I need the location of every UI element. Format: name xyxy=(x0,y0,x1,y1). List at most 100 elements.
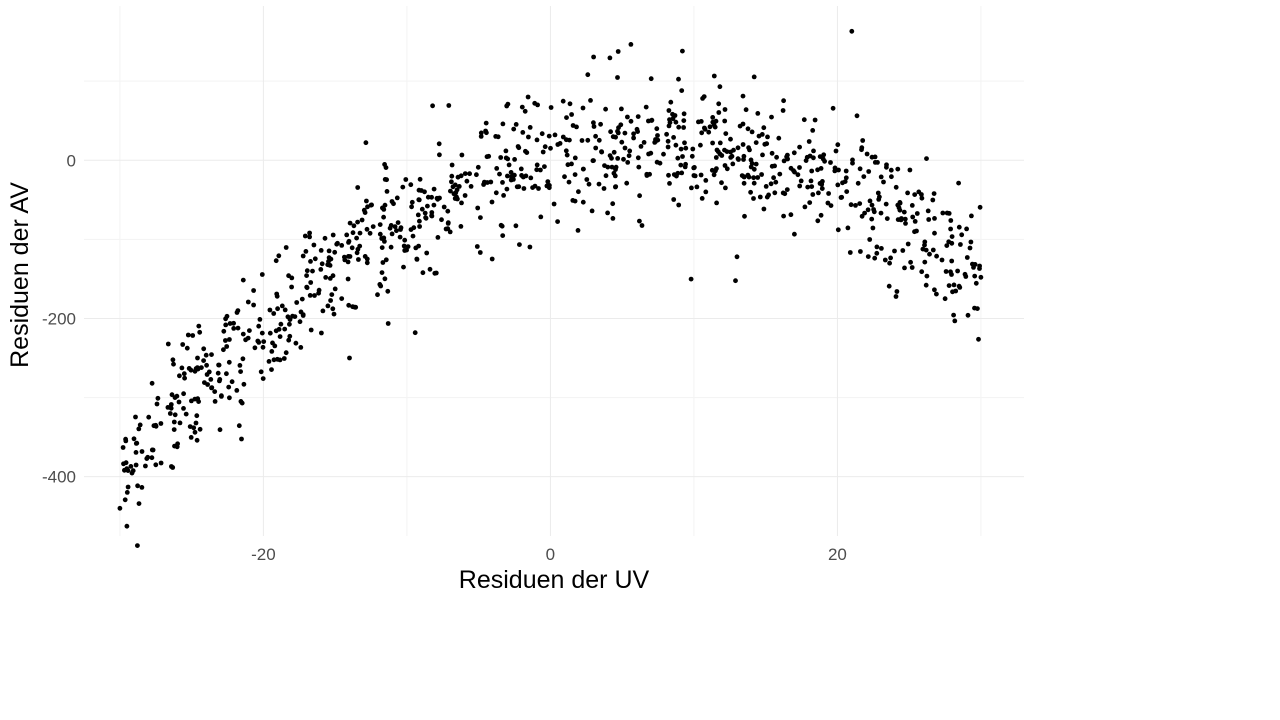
data-point xyxy=(619,139,625,145)
data-point xyxy=(283,350,289,356)
data-point xyxy=(391,201,396,207)
data-point xyxy=(330,232,336,238)
data-point xyxy=(773,179,779,185)
data-point xyxy=(251,302,256,308)
data-point xyxy=(593,133,598,139)
data-point xyxy=(682,164,688,170)
data-point xyxy=(388,244,394,250)
data-point xyxy=(274,291,280,297)
data-point xyxy=(519,104,525,110)
data-point xyxy=(381,207,387,212)
data-point xyxy=(622,130,628,136)
data-point xyxy=(190,333,196,338)
data-point xyxy=(287,321,292,327)
data-point xyxy=(206,369,212,375)
data-point xyxy=(346,302,352,308)
data-point xyxy=(275,306,280,312)
data-point xyxy=(905,190,910,196)
data-point xyxy=(169,464,174,469)
data-point xyxy=(523,148,528,154)
data-point xyxy=(464,178,470,184)
data-point xyxy=(836,167,841,173)
major-gridlines xyxy=(84,6,1024,536)
data-point xyxy=(631,135,636,141)
data-point xyxy=(532,183,538,189)
data-point xyxy=(424,250,430,256)
data-point xyxy=(850,160,855,166)
data-point xyxy=(382,276,388,282)
data-point xyxy=(219,393,224,399)
data-point xyxy=(474,172,479,178)
data-point xyxy=(304,285,310,291)
data-point xyxy=(772,163,777,169)
data-point xyxy=(185,332,191,338)
data-point xyxy=(459,200,464,206)
data-point xyxy=(383,257,389,263)
data-point xyxy=(956,224,962,230)
data-point xyxy=(534,167,540,173)
data-point xyxy=(536,186,541,191)
data-point xyxy=(327,276,333,281)
data-point xyxy=(260,344,266,350)
data-point xyxy=(411,225,417,231)
data-point xyxy=(327,263,333,268)
data-point xyxy=(416,243,421,249)
data-point xyxy=(151,423,157,429)
data-point xyxy=(404,247,409,253)
data-point xyxy=(865,207,871,213)
data-point xyxy=(683,145,689,151)
data-point xyxy=(171,427,177,432)
data-point xyxy=(135,543,140,548)
data-point xyxy=(874,244,880,250)
data-point xyxy=(516,145,522,151)
data-point xyxy=(395,220,401,226)
data-point xyxy=(835,227,841,233)
data-point xyxy=(844,189,850,195)
data-point xyxy=(282,307,288,313)
data-point xyxy=(811,148,816,154)
data-point xyxy=(567,101,573,107)
data-point xyxy=(643,104,649,110)
data-point xyxy=(811,155,816,161)
data-point xyxy=(538,214,544,220)
data-point xyxy=(949,258,955,264)
data-point xyxy=(919,192,924,197)
data-point xyxy=(843,168,849,174)
data-point xyxy=(782,191,788,197)
data-point xyxy=(807,200,813,206)
data-point xyxy=(215,370,221,376)
data-point xyxy=(745,126,751,132)
data-point xyxy=(279,303,285,309)
data-point xyxy=(548,145,553,151)
data-point xyxy=(580,199,586,205)
data-point xyxy=(251,288,256,293)
data-point xyxy=(357,230,363,236)
data-point xyxy=(806,139,812,144)
data-point xyxy=(294,300,300,305)
data-point xyxy=(908,259,913,265)
data-point xyxy=(237,363,243,368)
data-point xyxy=(625,160,631,165)
data-point xyxy=(560,98,566,104)
data-point xyxy=(379,236,385,241)
data-point xyxy=(307,234,312,240)
data-point xyxy=(382,202,388,208)
data-point xyxy=(513,223,519,229)
data-point xyxy=(934,291,939,297)
data-point xyxy=(572,198,578,204)
data-point xyxy=(949,240,955,246)
data-point xyxy=(605,210,610,216)
data-point xyxy=(139,485,145,490)
data-point xyxy=(227,337,232,342)
data-point xyxy=(417,176,423,182)
data-point xyxy=(751,196,756,201)
data-point xyxy=(572,172,578,178)
data-point xyxy=(901,209,907,215)
data-point xyxy=(329,292,335,297)
data-point xyxy=(951,282,957,288)
data-point xyxy=(605,164,611,170)
data-point xyxy=(598,121,603,127)
data-point xyxy=(308,259,313,264)
data-point xyxy=(919,195,925,201)
x-axis-title: Residuen der UV xyxy=(459,566,650,594)
